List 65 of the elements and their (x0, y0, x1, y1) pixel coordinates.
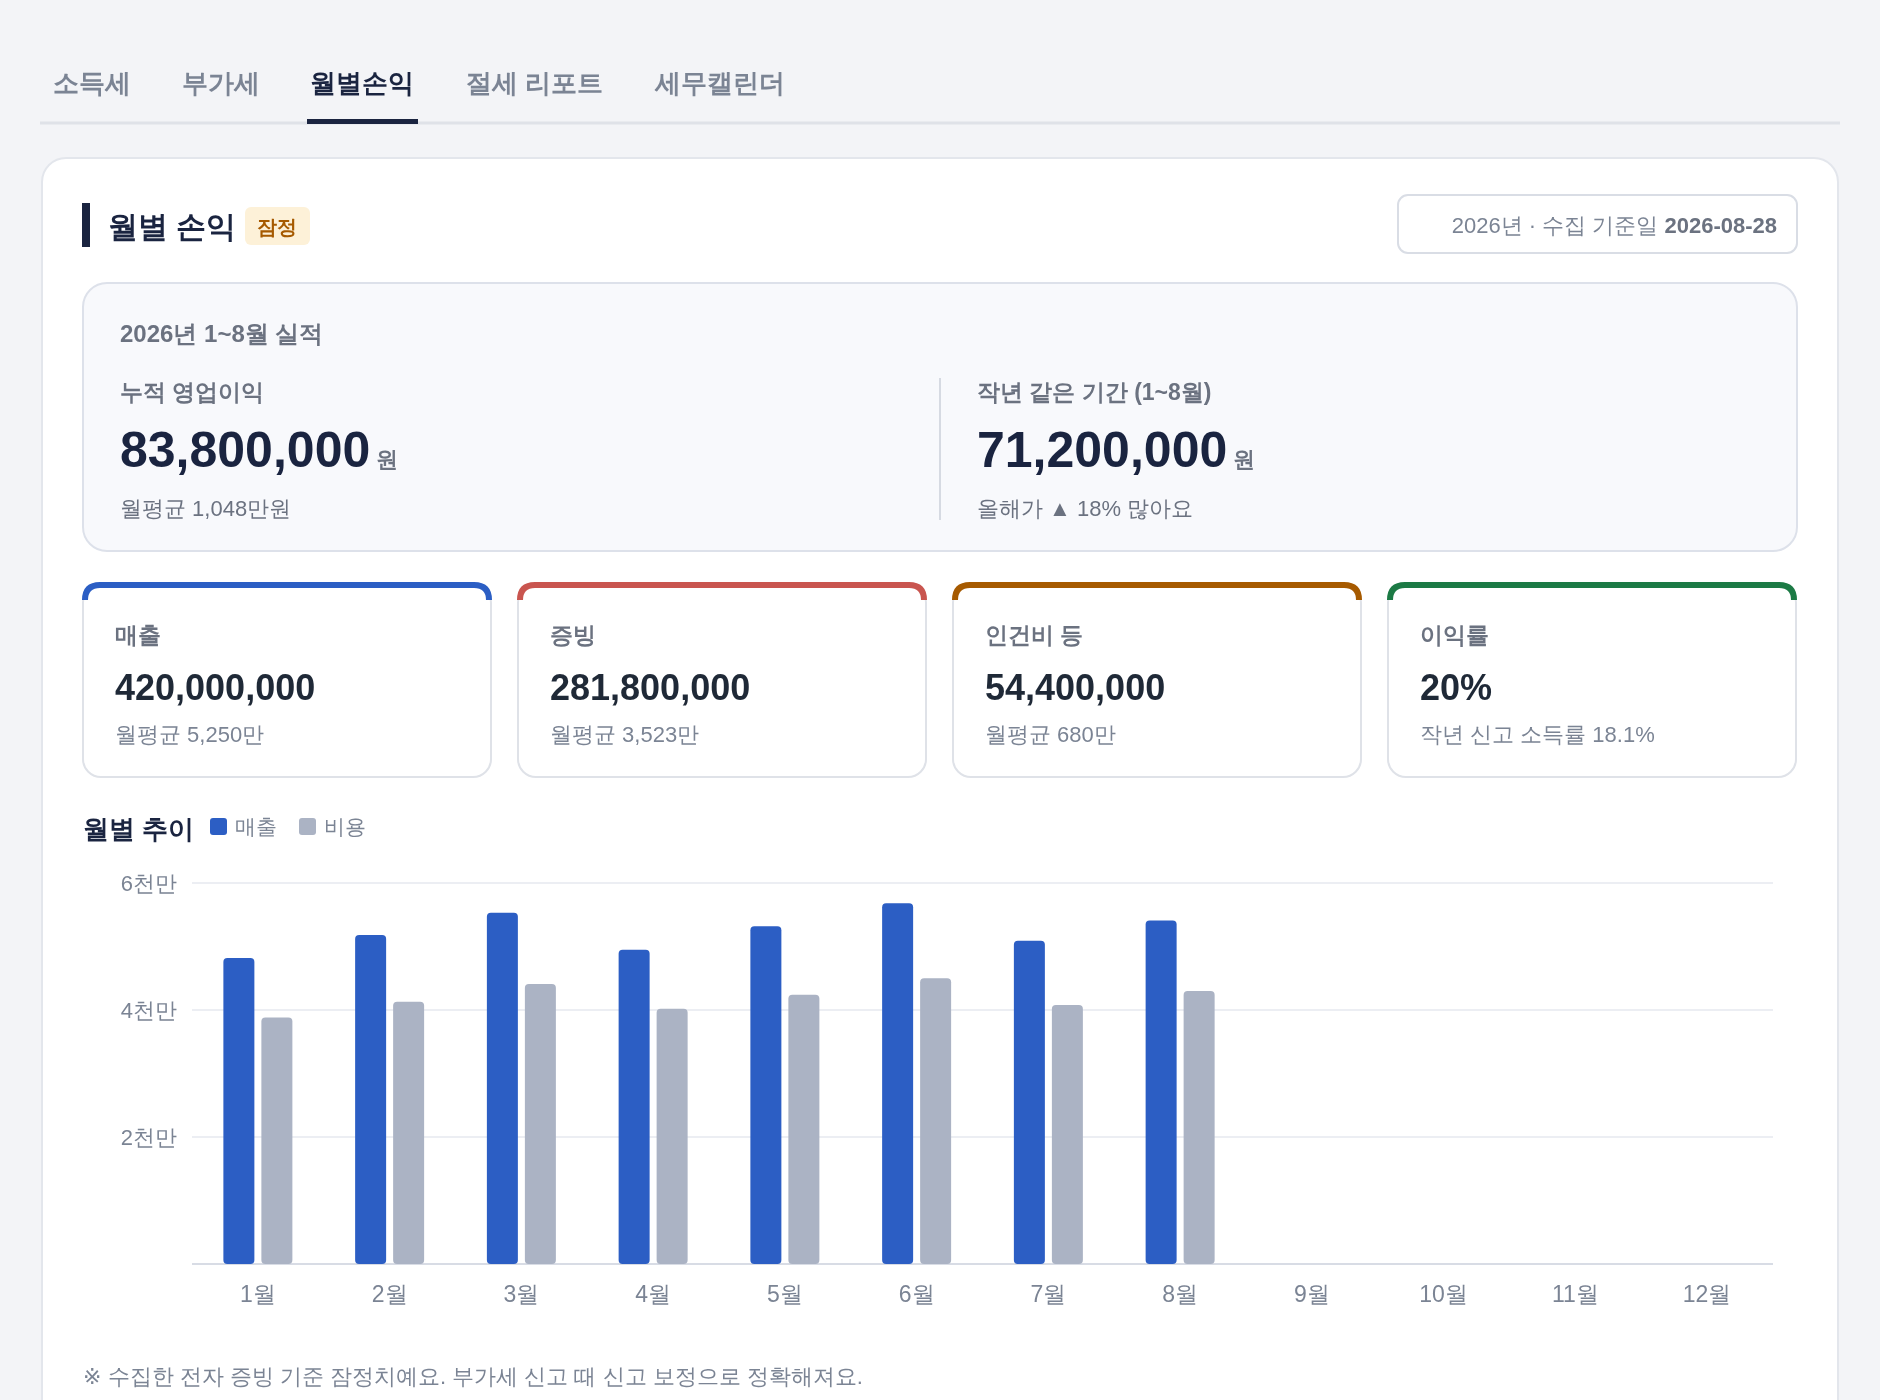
text: 작년 신고 소득률 18.1% (1420, 722, 1655, 747)
text: 세무캘린더 (654, 68, 785, 98)
text: 420,000,000 (115, 667, 316, 708)
chart-title: 월별 추이 (83, 814, 195, 844)
x-tick-label: 2월 (371, 1281, 408, 1307)
text: 20% (1420, 667, 1493, 708)
text: 소득세 (53, 68, 131, 98)
bar (524, 983, 556, 1264)
text: 281,800,000 (550, 667, 751, 708)
bar (920, 978, 952, 1264)
text: 월평균 3,523만 (550, 722, 700, 747)
text: 잠정 (257, 216, 297, 238)
y-tick-label: 6천만 (120, 871, 177, 896)
x-tick-label: 10월 (1419, 1281, 1468, 1307)
bar (618, 949, 650, 1264)
text: ※ 수집한 전자 증빙 기준 잠정치예요. 부가세 신고 때 신고 보정으로 정확해져요. (83, 1364, 863, 1389)
x-tick-label: 8월 (1162, 1281, 1199, 1307)
legend-label: 매출 (235, 815, 277, 838)
bar (223, 957, 255, 1264)
y-tick-label: 4천만 (120, 998, 177, 1023)
bar (750, 926, 782, 1264)
bar (1013, 940, 1045, 1264)
bar (1051, 1004, 1083, 1264)
text: 올해가 ▲ 18% 많아요 (977, 496, 1194, 521)
y-tick-label: 2천만 (120, 1125, 177, 1150)
x-tick-label: 6월 (898, 1281, 935, 1307)
text: 월별 손익 (108, 210, 237, 243)
x-tick-label: 4월 (635, 1281, 672, 1307)
text: 71,200,000 (977, 422, 1228, 478)
text: 누적 영업이익 (120, 379, 265, 405)
bar (882, 903, 914, 1264)
text: 2026년 · 수집 기준일 (1451, 213, 1665, 238)
text: 원 (1233, 447, 1256, 472)
text: 매출 (115, 622, 161, 648)
text: 2026년 1~8월 실적 (120, 320, 324, 347)
text: 원 (376, 447, 399, 472)
x-tick-label: 5월 (766, 1281, 803, 1307)
text: 작년 같은 기간 (1~8월) (977, 379, 1212, 405)
bar (486, 912, 518, 1264)
bar (261, 1017, 293, 1264)
text: 절세 리포트 (466, 68, 604, 98)
text: 증빙 (550, 622, 596, 648)
bar (355, 935, 387, 1264)
text: 2026-08-28 (1664, 213, 1777, 238)
x-tick-label: 12월 (1682, 1281, 1732, 1307)
x-tick-label: 1월 (239, 1281, 276, 1307)
bar (656, 1008, 688, 1264)
text: 부가세 (182, 68, 260, 98)
text: 월평균 680만 (985, 722, 1116, 747)
text: 54,400,000 (985, 667, 1166, 708)
text: 월별손익 (310, 68, 414, 98)
bar (1145, 920, 1177, 1264)
text: 월평균 5,250만 (115, 722, 265, 747)
x-tick-label: 3월 (503, 1281, 540, 1307)
text: 인건비 등 (985, 622, 1084, 648)
x-tick-label: 11월 (1551, 1281, 1599, 1307)
text: 월평균 1,048만원 (120, 496, 292, 521)
text: 이익률 (1420, 622, 1489, 648)
x-tick-label: 7월 (1030, 1281, 1067, 1307)
bar (1183, 990, 1215, 1264)
x-tick-label: 9월 (1293, 1281, 1330, 1307)
bar (788, 994, 820, 1264)
text: 83,800,000 (120, 422, 371, 478)
bar (393, 1001, 425, 1264)
legend-label: 비용 (324, 815, 366, 838)
